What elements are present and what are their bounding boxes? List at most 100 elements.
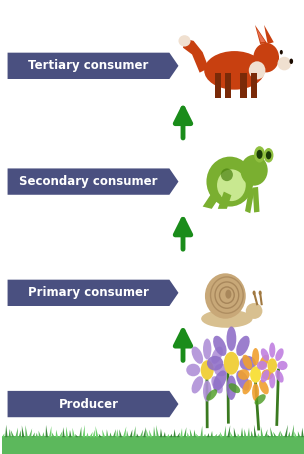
Polygon shape (194, 429, 196, 437)
Ellipse shape (207, 356, 223, 370)
Polygon shape (143, 427, 146, 437)
Polygon shape (217, 434, 220, 437)
Polygon shape (285, 425, 288, 437)
Bar (2, 436, 304, 454)
Polygon shape (177, 432, 180, 437)
Bar (245, 187, 254, 213)
Polygon shape (187, 433, 189, 437)
Polygon shape (86, 433, 88, 437)
Polygon shape (204, 434, 206, 437)
Ellipse shape (240, 356, 256, 370)
Polygon shape (89, 432, 93, 437)
Polygon shape (200, 426, 203, 437)
Polygon shape (273, 432, 277, 437)
Ellipse shape (217, 169, 246, 201)
Polygon shape (2, 433, 4, 437)
Polygon shape (210, 431, 213, 437)
Polygon shape (56, 429, 58, 437)
Polygon shape (116, 429, 119, 437)
Ellipse shape (236, 336, 250, 356)
Ellipse shape (240, 155, 268, 186)
Polygon shape (8, 53, 178, 79)
Text: Primary consumer: Primary consumer (28, 286, 149, 299)
Polygon shape (140, 429, 143, 437)
Ellipse shape (211, 346, 223, 364)
Ellipse shape (261, 370, 269, 383)
Polygon shape (42, 432, 45, 437)
Ellipse shape (201, 310, 253, 328)
Polygon shape (133, 426, 136, 437)
Polygon shape (247, 428, 250, 437)
Polygon shape (196, 434, 199, 437)
Bar (225, 73, 231, 98)
Ellipse shape (252, 348, 259, 366)
Ellipse shape (269, 373, 275, 389)
Ellipse shape (205, 273, 246, 319)
Polygon shape (207, 433, 209, 437)
Ellipse shape (277, 361, 288, 370)
Ellipse shape (275, 370, 284, 383)
Polygon shape (130, 429, 132, 437)
Ellipse shape (192, 346, 203, 364)
Text: Producer: Producer (58, 398, 119, 410)
Polygon shape (102, 429, 105, 437)
Ellipse shape (226, 375, 236, 400)
Ellipse shape (249, 61, 265, 79)
Polygon shape (9, 429, 11, 437)
Ellipse shape (206, 157, 253, 207)
Polygon shape (203, 191, 221, 209)
Polygon shape (214, 434, 217, 437)
Polygon shape (267, 434, 270, 437)
Polygon shape (29, 428, 32, 437)
Circle shape (264, 148, 274, 163)
Ellipse shape (275, 348, 284, 361)
Polygon shape (39, 430, 41, 437)
Polygon shape (173, 429, 176, 437)
Polygon shape (183, 39, 209, 73)
Ellipse shape (252, 383, 259, 401)
Polygon shape (8, 391, 178, 417)
Polygon shape (180, 428, 183, 437)
Polygon shape (66, 426, 68, 437)
Polygon shape (301, 428, 304, 437)
Polygon shape (167, 434, 169, 437)
Polygon shape (264, 429, 268, 437)
Ellipse shape (246, 303, 262, 319)
Polygon shape (163, 432, 166, 437)
Bar (215, 73, 221, 98)
Polygon shape (106, 429, 109, 437)
Bar (253, 187, 260, 212)
Polygon shape (95, 426, 98, 437)
Polygon shape (227, 425, 230, 437)
Polygon shape (149, 429, 152, 437)
Polygon shape (136, 434, 139, 437)
Polygon shape (32, 432, 35, 437)
Polygon shape (241, 427, 243, 437)
Ellipse shape (206, 389, 217, 401)
Ellipse shape (261, 369, 273, 380)
Ellipse shape (204, 51, 265, 90)
Polygon shape (160, 429, 162, 437)
Ellipse shape (269, 342, 275, 358)
Polygon shape (83, 425, 85, 437)
Polygon shape (62, 427, 65, 437)
Polygon shape (93, 430, 95, 437)
Bar (240, 73, 247, 98)
Polygon shape (113, 429, 116, 437)
Polygon shape (288, 431, 290, 437)
Polygon shape (190, 429, 193, 437)
Ellipse shape (178, 35, 191, 46)
Circle shape (289, 59, 293, 64)
Ellipse shape (192, 376, 203, 394)
Polygon shape (156, 425, 159, 437)
Ellipse shape (254, 394, 266, 405)
Ellipse shape (259, 380, 269, 395)
Polygon shape (25, 425, 28, 437)
Ellipse shape (238, 369, 250, 380)
Polygon shape (109, 433, 112, 437)
Polygon shape (294, 431, 297, 437)
Polygon shape (153, 426, 156, 437)
Polygon shape (8, 168, 178, 195)
Bar (251, 73, 257, 98)
Circle shape (201, 360, 214, 380)
